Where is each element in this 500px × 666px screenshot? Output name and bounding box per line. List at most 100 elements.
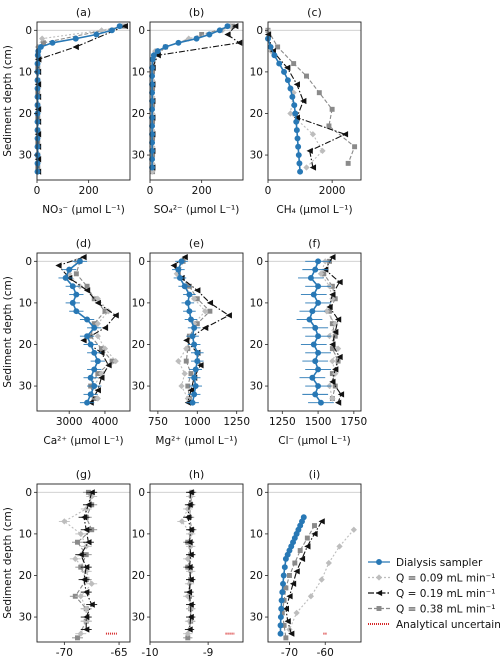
- data-point: [312, 266, 319, 273]
- panel-a: 0 10 20 30 0 200 (a) NO₃⁻ (μmol L⁻¹) Sediment de…: [2, 6, 131, 216]
- y-axis-label: Sediment depth (cm): [2, 276, 14, 388]
- data-point: [105, 308, 112, 315]
- data-point: [87, 341, 94, 348]
- data-point: [69, 299, 76, 306]
- data-point: [293, 81, 300, 88]
- data-point: [84, 316, 91, 323]
- data-point: [72, 35, 79, 42]
- y-tick-label: 30: [19, 381, 32, 393]
- x-tick-label: 1250: [223, 416, 250, 428]
- data-point: [376, 606, 382, 611]
- series-019: [264, 31, 349, 171]
- data-point: [326, 123, 332, 129]
- panel-b: 0 10 20 30 0 200 (b) SO₄²⁻ (μmol L⁻¹): [132, 6, 244, 216]
- y-tick-label: 20: [250, 570, 263, 582]
- series-dialysis: [149, 23, 231, 171]
- y-tick-label: 20: [19, 570, 32, 582]
- data-point: [73, 308, 80, 315]
- data-point: [34, 102, 41, 109]
- data-point: [309, 164, 317, 171]
- data-point: [85, 501, 92, 508]
- data-point: [194, 358, 201, 365]
- data-point: [105, 362, 112, 369]
- data-point: [72, 43, 79, 51]
- data-point: [236, 39, 243, 46]
- data-point: [94, 358, 101, 365]
- series-038: [35, 23, 127, 170]
- panel-tag: (f): [308, 237, 320, 250]
- data-point: [178, 382, 185, 390]
- x-axis-label: Mg²⁺ (μmol L⁻¹): [155, 435, 237, 447]
- axes-frame: [36, 252, 131, 412]
- y-tick-label: 10: [250, 528, 263, 540]
- y-tick-label: 30: [250, 381, 263, 393]
- data-point: [194, 349, 201, 356]
- data-point: [187, 601, 194, 608]
- data-point: [315, 258, 322, 265]
- series-line: [320, 261, 339, 399]
- data-point: [375, 574, 383, 581]
- legend-label: Q = 0.38 mL min⁻¹: [396, 603, 495, 615]
- y-tick-label: 20: [19, 108, 32, 120]
- data-point: [87, 374, 94, 381]
- data-point: [309, 374, 316, 381]
- data-point: [187, 576, 194, 583]
- data-point: [186, 539, 193, 546]
- data-point: [329, 291, 336, 298]
- data-point: [83, 526, 90, 533]
- data-point: [345, 160, 351, 166]
- data-point: [77, 530, 84, 538]
- y-tick-label: 20: [250, 339, 263, 351]
- data-point: [292, 560, 298, 566]
- series-line: [37, 25, 126, 172]
- data-point: [185, 635, 191, 641]
- y-tick-label: 0: [25, 487, 32, 499]
- series-line: [68, 261, 117, 399]
- data-point: [277, 614, 284, 621]
- series-038: [265, 27, 358, 166]
- data-point: [319, 147, 326, 155]
- data-point: [307, 274, 314, 281]
- data-point: [83, 287, 91, 294]
- legend-label: Q = 0.09 mL min⁻¹: [396, 572, 495, 584]
- data-point: [318, 518, 325, 525]
- y-tick-label: 20: [19, 339, 32, 351]
- data-point: [315, 333, 322, 340]
- data-point: [225, 312, 232, 319]
- data-point: [39, 35, 46, 42]
- data-point: [191, 295, 198, 302]
- data-point: [288, 630, 295, 637]
- data-point: [278, 605, 285, 612]
- data-point: [300, 97, 307, 105]
- y-tick-label: 0: [256, 25, 263, 37]
- y-tick-label: 0: [138, 256, 145, 268]
- series-line: [187, 492, 192, 630]
- data-point: [329, 341, 336, 348]
- data-point: [83, 605, 90, 612]
- legend-item: Analytical uncertainty: [368, 619, 500, 631]
- x-tick-label: -65: [110, 647, 127, 659]
- data-point: [376, 559, 382, 565]
- axes-frame: [149, 483, 244, 643]
- series-line: [308, 261, 322, 404]
- data-point: [317, 399, 324, 406]
- axes-frame: [267, 483, 362, 643]
- data-point: [310, 341, 317, 348]
- data-point: [87, 391, 94, 398]
- data-point: [326, 303, 333, 311]
- data-point: [34, 93, 41, 100]
- y-tick-label: 30: [132, 612, 145, 624]
- data-point: [281, 68, 288, 75]
- data-point: [181, 370, 188, 377]
- data-point: [187, 530, 194, 538]
- data-point: [283, 635, 289, 641]
- data-point: [304, 73, 309, 79]
- legend-item: Q = 0.38 mL min⁻¹: [368, 603, 495, 615]
- data-point: [284, 64, 291, 71]
- y-tick-label: 0: [25, 25, 32, 37]
- data-point: [83, 588, 90, 596]
- y-tick-label: 10: [250, 297, 263, 309]
- y-axis-label: Sediment depth (cm): [2, 45, 14, 157]
